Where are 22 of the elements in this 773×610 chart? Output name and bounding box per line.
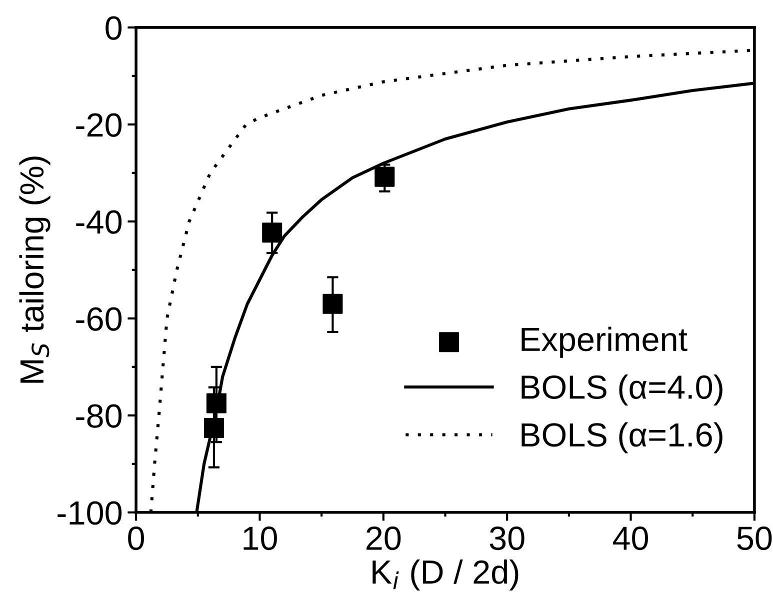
point bbox=[322, 294, 343, 314]
y-tick-label: -20 bbox=[76, 113, 122, 137]
x-tick-label: 40 bbox=[612, 526, 648, 550]
y-tick-label: -80 bbox=[76, 404, 122, 428]
legend-label: BOLS (α=4.0) bbox=[522, 374, 722, 406]
point bbox=[204, 418, 224, 438]
x-axis-title: K$_{i}$ (D / 2d) bbox=[372, 559, 518, 590]
y-tick-label: -40 bbox=[76, 210, 122, 234]
point bbox=[206, 393, 226, 414]
legend-label: BOLS (α=1.6) bbox=[522, 422, 722, 454]
point bbox=[374, 166, 395, 187]
legend-label: Experiment bbox=[522, 326, 688, 358]
point bbox=[262, 222, 282, 243]
y-tick-label: -100 bbox=[58, 501, 122, 525]
y-axis-title: M$_{S}$ tailoring (%) bbox=[19, 156, 50, 383]
x-tick-label: 0 bbox=[128, 526, 144, 550]
y-tick-label: -60 bbox=[76, 307, 122, 331]
x-tick-label: 10 bbox=[244, 526, 277, 550]
y-tick-label: 0 bbox=[106, 16, 122, 40]
x-tick-label: 20 bbox=[366, 526, 401, 550]
x-tick-label: 50 bbox=[737, 526, 772, 550]
x-tick-label: 30 bbox=[490, 526, 524, 550]
